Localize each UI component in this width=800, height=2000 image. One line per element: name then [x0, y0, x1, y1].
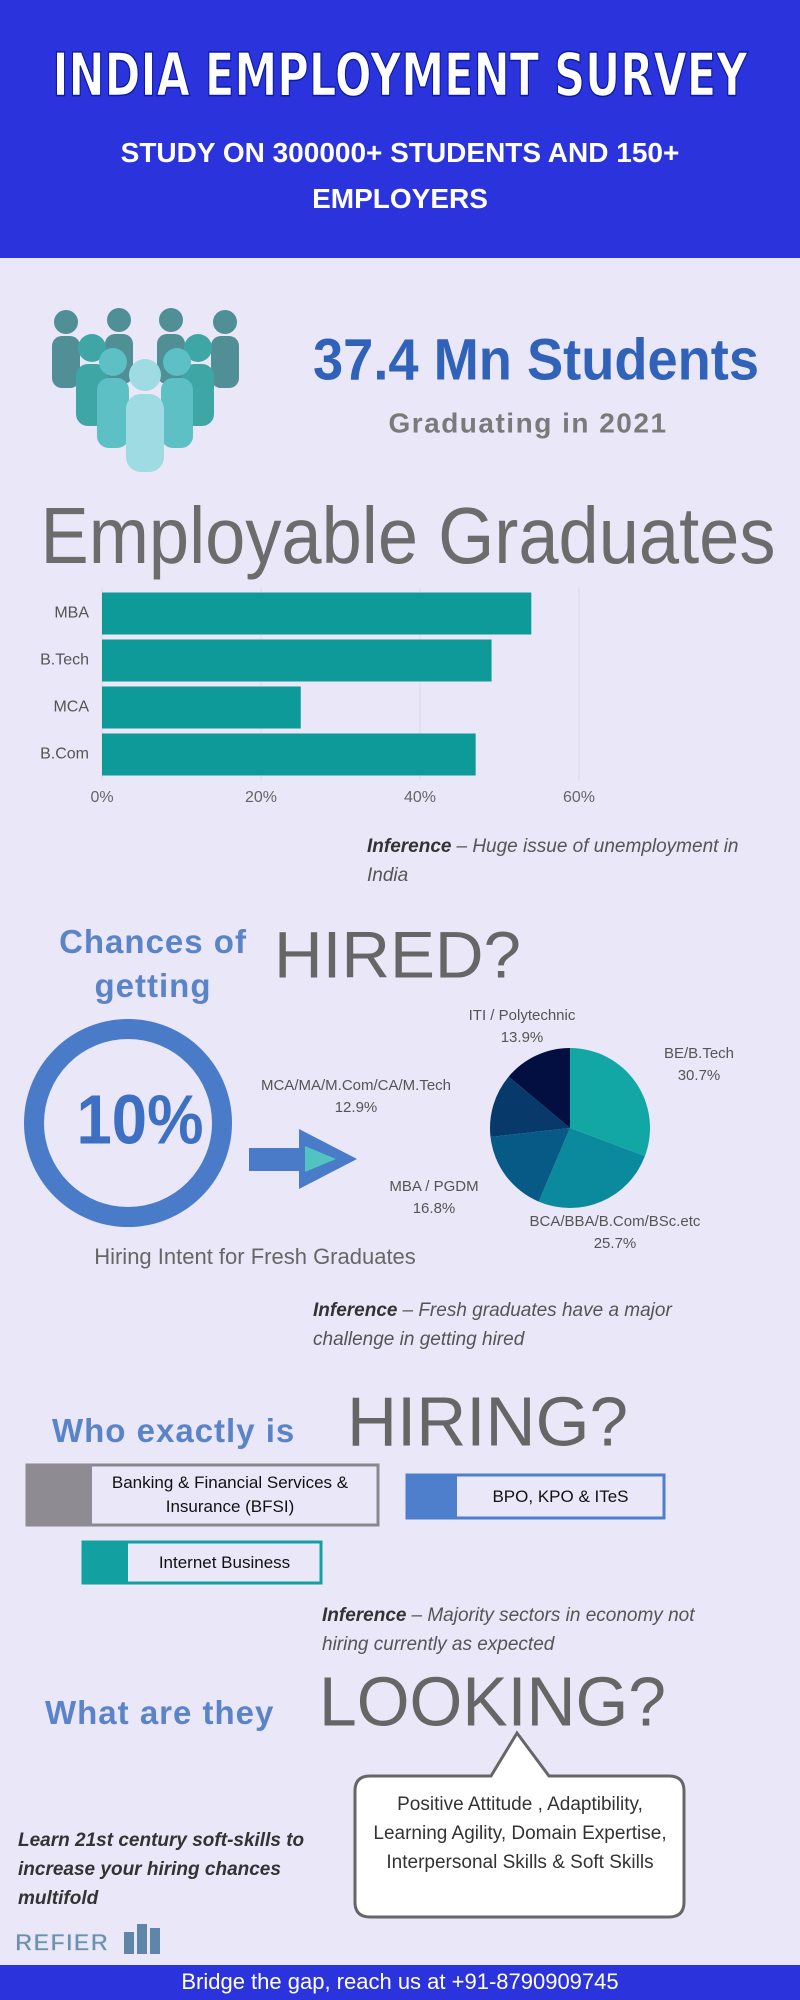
bar [102, 733, 476, 776]
pie-slice [538, 1128, 645, 1208]
bar [102, 686, 301, 729]
footer-band [0, 1965, 800, 2000]
slice-value: 30.7% [678, 1067, 721, 1084]
graduates-caption: Graduating in 2021 [388, 407, 667, 438]
slice-label: ITI / Polytechnic [469, 1007, 576, 1024]
x-tick-label: 40% [404, 789, 436, 806]
subtitle: STUDY ON 300000+ STUDENTS AND 150+ EMPLO… [120, 137, 680, 214]
rate-ring [24, 1019, 232, 1227]
chances-heading: Chances of getting [59, 923, 247, 1004]
brand: REFIER [15, 1929, 109, 1956]
y-tick-label: MBA [54, 605, 89, 622]
hiring-heading: Who exactly is [52, 1412, 296, 1449]
slice-value: 13.9% [501, 1029, 544, 1046]
slice-label: MBA / PGDM [389, 1178, 478, 1195]
hired-emphasis: HIRED? [274, 917, 521, 991]
slice-value: 25.7% [594, 1235, 637, 1252]
sector-label: Banking & Financial Services & Insurance… [111, 1473, 349, 1516]
inference-text: – Majority sectors in economy not hiring… [322, 1605, 695, 1655]
x-tick-label: 20% [245, 789, 277, 806]
sector-label: Internet Business [158, 1553, 291, 1572]
y-tick-label: MCA [53, 699, 89, 716]
inference: Inference – Fresh graduates have a major … [313, 1296, 733, 1354]
slice-label: BE/B.Tech [664, 1045, 734, 1062]
inference: Inference – Huge issue of unemployment in… [367, 832, 767, 890]
looking-heading: What are they [45, 1694, 275, 1731]
pie-slice [490, 1128, 570, 1202]
x-tick-label: 60% [563, 789, 595, 806]
looking-emphasis: LOOKING? [319, 1662, 666, 1740]
footer: Bridge the gap, reach us at +91-87909097… [181, 1969, 618, 1994]
people-icon [52, 308, 239, 472]
pie-slice [508, 1048, 570, 1128]
graduates-headline: 37.4 Mn Students [313, 327, 759, 392]
y-tick-label: B.Tech [40, 652, 89, 669]
bar [102, 639, 492, 682]
pie-slice [490, 1076, 570, 1138]
slice-value: 12.9% [335, 1099, 378, 1116]
hiring-rate: 10% [77, 1080, 204, 1158]
sector-swatch [82, 1541, 128, 1584]
sector-swatch [406, 1474, 457, 1519]
call-to-action: Learn 21st century soft-skills to increa… [18, 1830, 305, 1909]
brand-icon [124, 1924, 160, 1954]
speech-bubble [353, 1730, 686, 1919]
slice-label: BCA/BBA/B.Com/BSc.etc [530, 1213, 701, 1230]
pie-slice [570, 1048, 651, 1157]
arrow [249, 1129, 357, 1189]
inference-label: Inference [367, 836, 452, 857]
x-tick-label: 0% [90, 789, 113, 806]
inference-text: – Huge issue of unemployment in India [367, 836, 739, 886]
sector-swatch [26, 1464, 92, 1526]
slice-value: 16.8% [413, 1200, 456, 1217]
skills: Positive Attitude , Adaptibility, Learni… [373, 1794, 667, 1873]
inference-text: – Fresh graduates have a major challenge… [313, 1300, 672, 1350]
inference: Inference – Majority sectors in economy n… [322, 1601, 742, 1659]
inference-label: Inference [313, 1300, 398, 1321]
header-band [0, 0, 800, 258]
inference-label: Inference [322, 1605, 407, 1626]
title: INDIA EMPLOYMENT SURVEY [53, 41, 749, 111]
rate-caption: Hiring Intent for Fresh Graduates [94, 1244, 416, 1269]
bar [102, 592, 532, 635]
y-tick-label: B.Com [40, 746, 89, 763]
hiring-emphasis: HIRING? [347, 1382, 628, 1460]
bar-chart-title: Employable Graduates [41, 491, 776, 580]
slice-label: MCA/MA/M.Com/CA/M.Tech [261, 1077, 451, 1094]
sector-label: BPO, KPO & ITeS [492, 1487, 629, 1506]
